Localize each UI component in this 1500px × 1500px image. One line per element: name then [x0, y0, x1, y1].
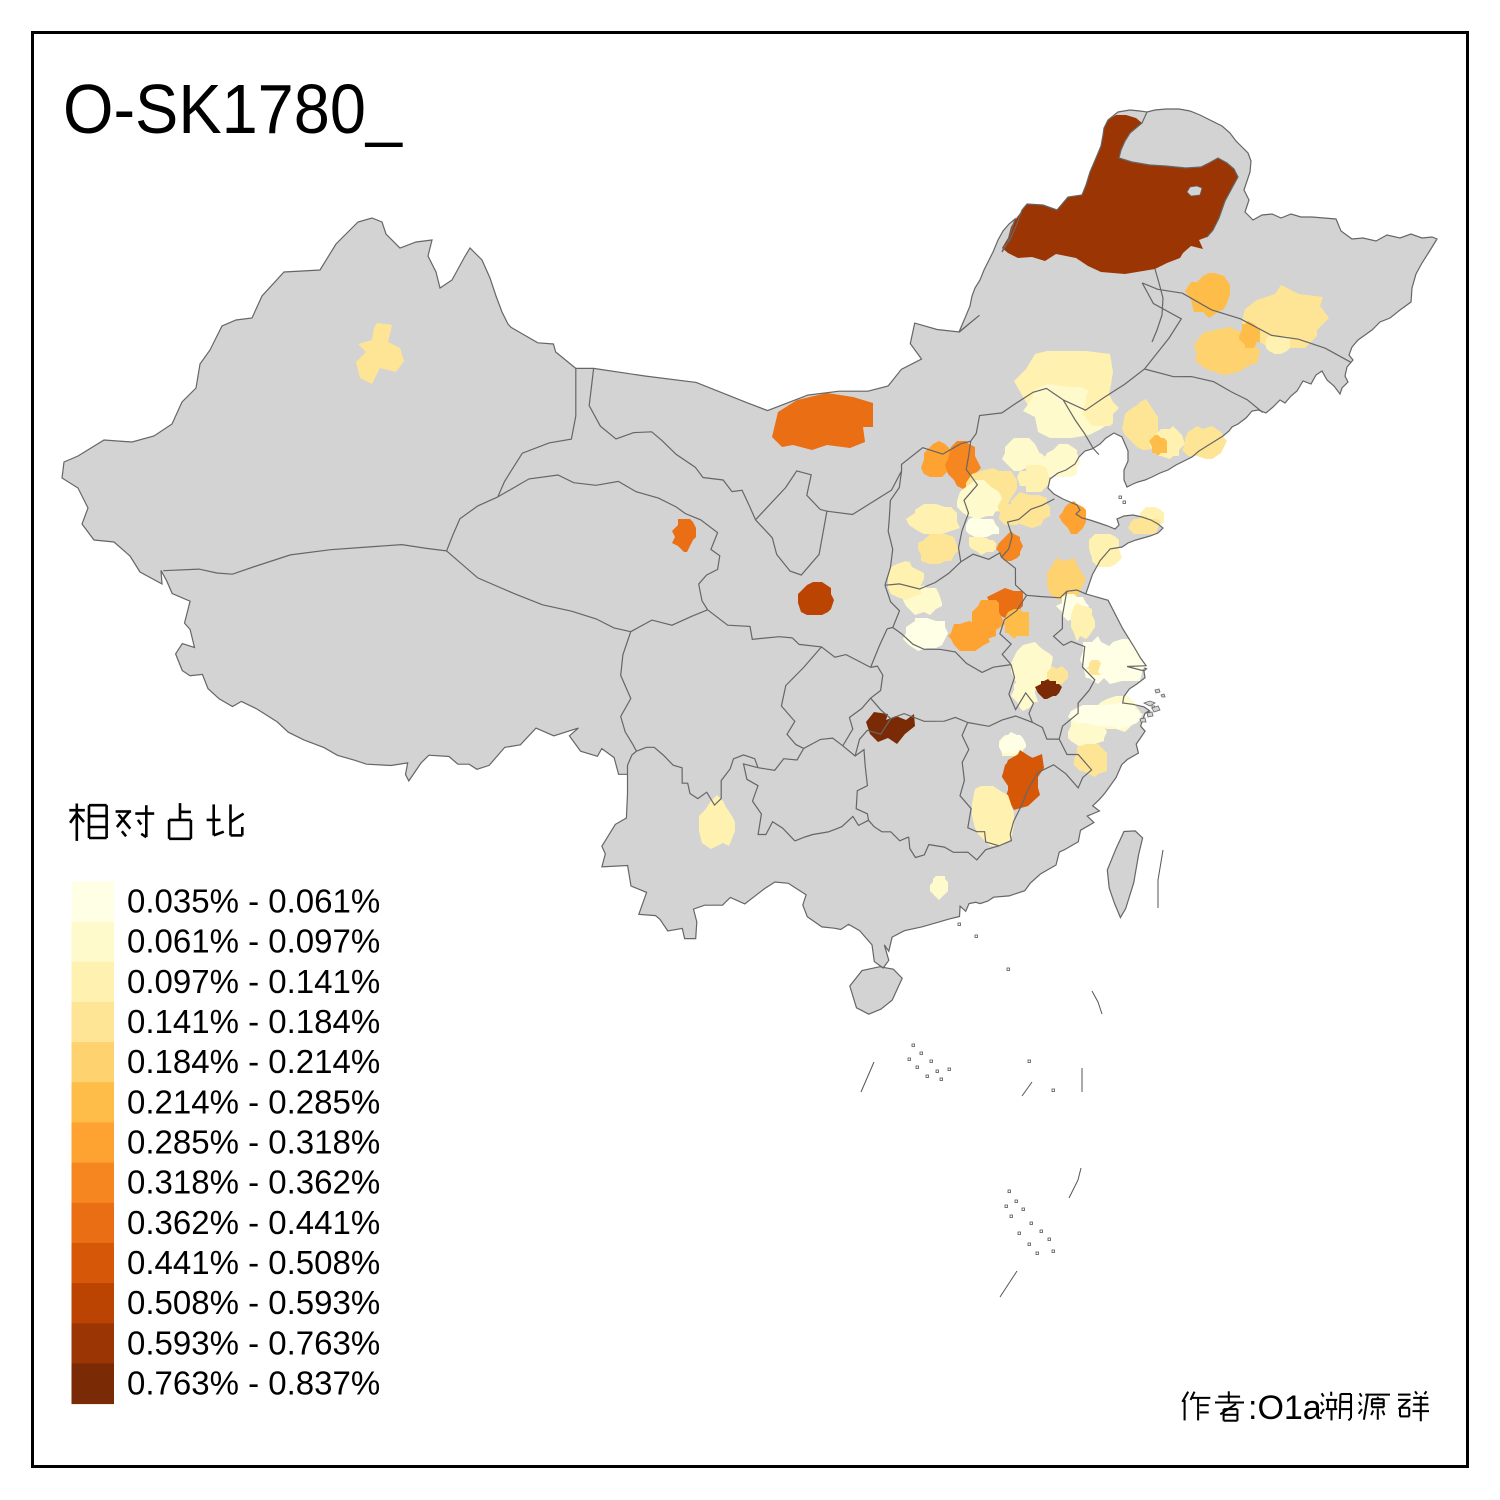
svg-text:0.097% - 0.141%: 0.097% - 0.141% [127, 963, 380, 1000]
svg-text:0.141% - 0.184%: 0.141% - 0.184% [127, 1003, 380, 1040]
svg-text:0.285% - 0.318%: 0.285% - 0.318% [127, 1124, 380, 1161]
svg-text:0.061% - 0.097%: 0.061% - 0.097% [127, 923, 380, 960]
svg-text:0.508% - 0.593%: 0.508% - 0.593% [127, 1284, 380, 1321]
svg-text:0.184% - 0.214%: 0.184% - 0.214% [127, 1043, 380, 1080]
svg-text::O1a: :O1a [1248, 1389, 1322, 1427]
svg-text:0.318% - 0.362%: 0.318% - 0.362% [127, 1164, 380, 1201]
svg-text:O-SK1780_: O-SK1780_ [63, 70, 403, 148]
svg-text:0.763% - 0.837%: 0.763% - 0.837% [127, 1365, 380, 1402]
svg-text:0.593% - 0.763%: 0.593% - 0.763% [127, 1324, 380, 1361]
svg-text:0.214% - 0.285%: 0.214% - 0.285% [127, 1083, 380, 1120]
svg-text:0.441% - 0.508%: 0.441% - 0.508% [127, 1244, 380, 1281]
svg-text:0.035% - 0.061%: 0.035% - 0.061% [127, 883, 380, 920]
svg-text:0.362% - 0.441%: 0.362% - 0.441% [127, 1204, 380, 1241]
